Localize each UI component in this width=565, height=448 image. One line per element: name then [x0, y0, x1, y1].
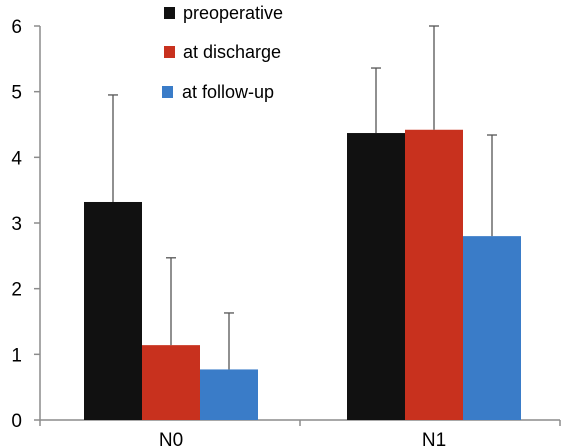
- legend: preoperative at discharge at follow-up: [162, 3, 283, 102]
- bar-n1-at-discharge: [405, 129, 463, 420]
- bar-n1-at-follow-up: [463, 236, 521, 420]
- legend-swatch: [162, 86, 173, 98]
- bar-n0-at-discharge: [142, 345, 200, 420]
- bar-n0-at-follow-up: [200, 369, 258, 420]
- legend-label: preoperative: [183, 3, 283, 23]
- y-axis-ticks: 0 1 2 3 4 5 6: [11, 17, 40, 432]
- y-tick-label: 3: [11, 214, 22, 235]
- y-tick-label: 5: [11, 83, 22, 104]
- y-tick-label: 2: [11, 280, 22, 301]
- legend-label: at discharge: [183, 42, 281, 62]
- legend-label: at follow-up: [182, 82, 274, 102]
- y-tick-label: 1: [11, 345, 22, 366]
- x-category-label: N0: [159, 430, 183, 448]
- bars: [84, 129, 521, 420]
- x-category-label: N1: [422, 430, 446, 448]
- bar-n0-preoperative: [84, 201, 142, 420]
- x-axis-labels: N0 N1: [159, 430, 446, 448]
- bar-n1-preoperative: [347, 133, 405, 420]
- legend-swatch: [164, 46, 175, 58]
- y-tick-label: 4: [11, 148, 22, 169]
- y-tick-label: 6: [11, 17, 22, 38]
- error-bars: [108, 25, 497, 370]
- legend-swatch: [164, 7, 175, 19]
- y-tick-label: 0: [11, 411, 22, 432]
